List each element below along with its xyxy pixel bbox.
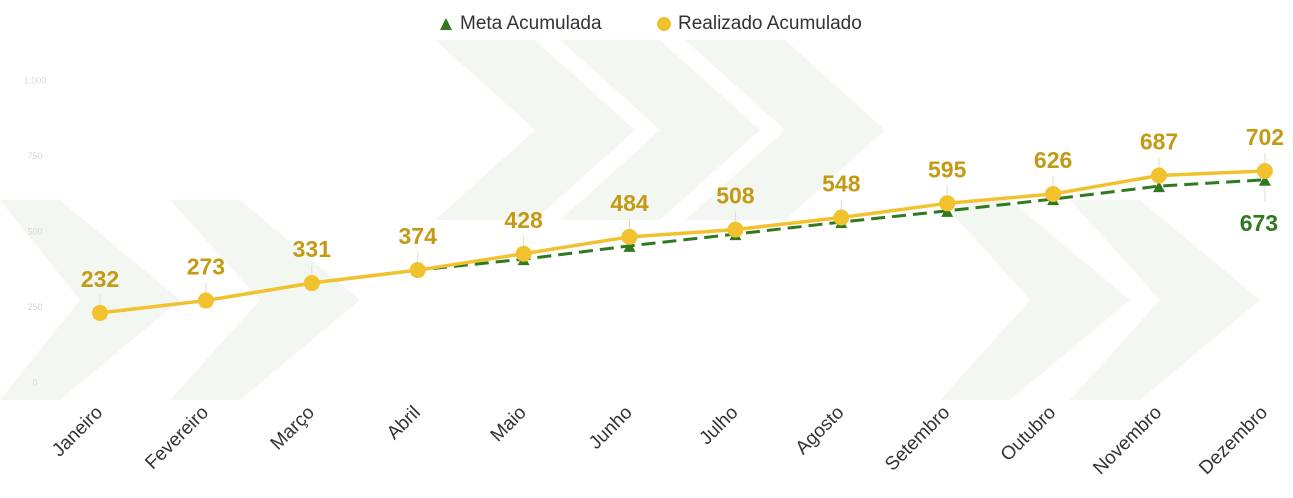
y-tick-label: 1,000: [24, 75, 47, 85]
data-label: 273: [187, 254, 225, 280]
realizado-marker: [409, 262, 426, 279]
data-label: 673: [1240, 210, 1278, 236]
data-label: 595: [928, 156, 967, 182]
meta-marker: [623, 240, 636, 252]
legend-label: Realizado Acumulado: [678, 13, 862, 34]
x-tick-label: Junho: [585, 402, 636, 453]
data-label: 331: [293, 236, 332, 262]
data-label: 548: [822, 171, 861, 197]
x-tick-label: Novembro: [1089, 402, 1166, 479]
data-label: 508: [716, 183, 755, 209]
data-label: 626: [1034, 147, 1072, 173]
realizado-marker: [727, 221, 744, 238]
x-tick-label: Março: [267, 402, 319, 454]
x-tick-label: Abril: [383, 402, 425, 444]
realizado-marker: [833, 209, 850, 226]
meta-marker: [1258, 174, 1271, 186]
y-tick-label: 0: [32, 377, 37, 387]
legend-marker: [657, 17, 671, 31]
meta-marker: [941, 205, 954, 217]
y-tick-label: 750: [27, 151, 42, 161]
data-label: 232: [81, 266, 119, 292]
y-tick-label: 500: [27, 226, 42, 236]
meta-marker: [1153, 181, 1165, 193]
x-tick-label: Fevereiro: [141, 402, 213, 474]
realizado-marker: [1256, 162, 1273, 179]
x-tick-label: Outubro: [997, 402, 1060, 465]
realizado-marker: [515, 245, 532, 262]
data-label: 687: [1140, 129, 1178, 155]
realizado-marker: [621, 228, 638, 245]
data-label: 702: [1246, 124, 1284, 150]
data-label: 484: [610, 190, 649, 216]
series-line: [99, 169, 1265, 315]
legend-label: Meta Acumulada: [460, 13, 602, 34]
x-tick-label: Maio: [487, 402, 531, 446]
y-tick-label: 250: [27, 302, 42, 312]
x-tick-label: Agosto: [792, 402, 849, 459]
realizado-marker: [303, 275, 320, 292]
x-tick-label: Janeiro: [48, 402, 107, 461]
x-tick-label: Setembro: [881, 402, 954, 475]
legend-marker: [440, 18, 452, 30]
realizado-marker: [92, 304, 108, 321]
realizado-marker: [939, 195, 956, 212]
realizado-marker: [1151, 167, 1167, 184]
x-tick-label: Dezembro: [1195, 402, 1272, 479]
data-label: 374: [399, 223, 438, 249]
realizado-marker: [1045, 185, 1062, 202]
x-tick-label: Julho: [696, 402, 743, 449]
realizado-marker: [197, 292, 214, 309]
data-label: 428: [504, 207, 543, 233]
background-chevrons: [0, 40, 1260, 400]
